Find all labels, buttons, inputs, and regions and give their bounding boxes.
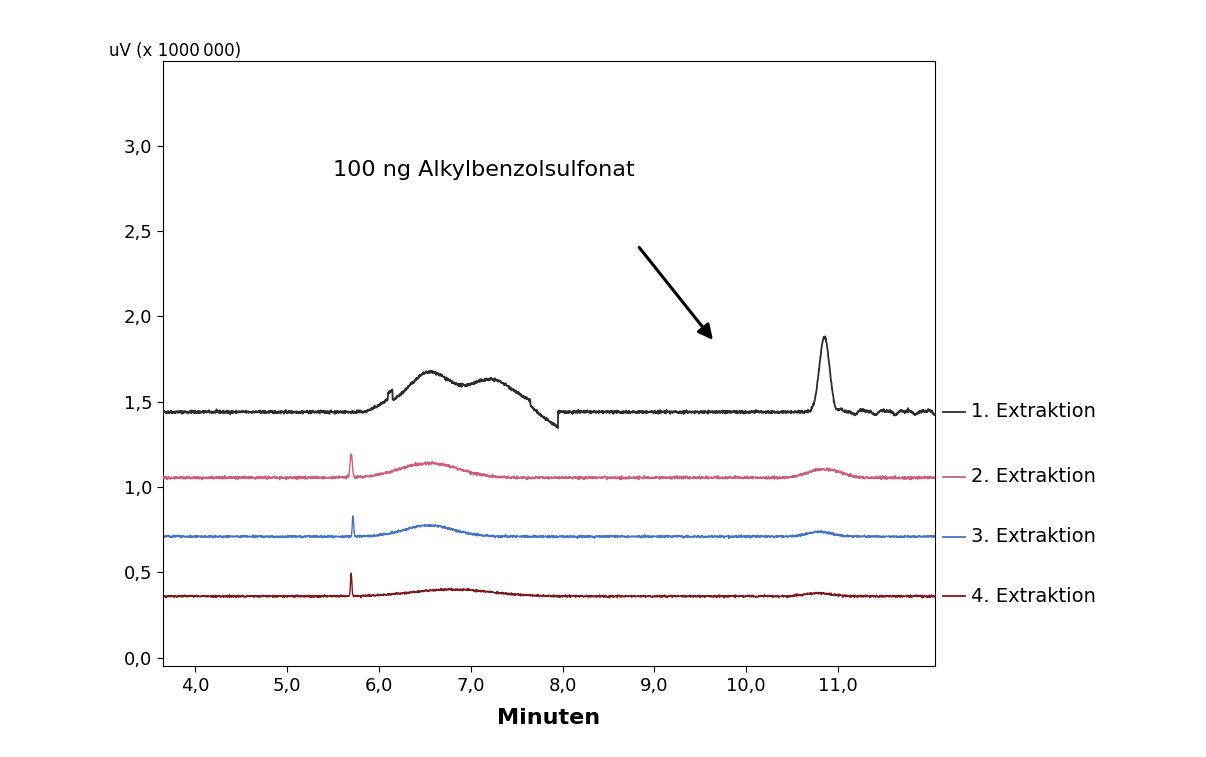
- Text: 1. Extraktion: 1. Extraktion: [971, 403, 1096, 422]
- Text: 2. Extraktion: 2. Extraktion: [971, 467, 1096, 486]
- Text: 100 ng Alkylbenzolsulfonat: 100 ng Alkylbenzolsulfonat: [333, 160, 634, 179]
- X-axis label: Minuten: Minuten: [497, 709, 601, 728]
- Text: 4. Extraktion: 4. Extraktion: [971, 587, 1096, 606]
- Text: uV (x 1000 000): uV (x 1000 000): [109, 42, 241, 60]
- Text: 3. Extraktion: 3. Extraktion: [971, 527, 1096, 546]
